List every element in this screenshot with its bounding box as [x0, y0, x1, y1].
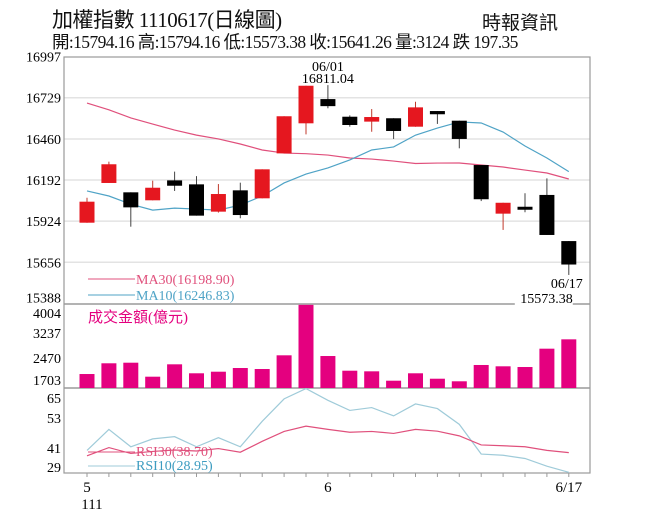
x-tick-label: 6	[324, 480, 332, 496]
ma10-legend: MA10(16246.83)	[136, 289, 235, 304]
volume-tick-label: 2470	[33, 352, 61, 367]
candle-down	[189, 184, 204, 216]
annotation-bg	[514, 292, 573, 305]
candle-up	[495, 202, 511, 214]
price-tick-label: 15656	[26, 256, 61, 271]
candle-up	[101, 164, 117, 183]
candle-down	[451, 120, 467, 139]
candle-up	[254, 169, 270, 199]
rsi30-legend: RSI30(38.70)	[136, 445, 213, 460]
chart-frame	[63, 56, 591, 474]
volume-bar	[123, 362, 139, 388]
price-tick-label: 15388	[26, 291, 61, 306]
ma10-line	[86, 121, 570, 211]
candle-down	[429, 111, 445, 115]
volume-bar	[298, 304, 314, 388]
volume-bar	[342, 370, 358, 388]
volume-bar	[364, 371, 380, 388]
candle-down	[386, 118, 402, 131]
volume-bar	[276, 355, 292, 388]
price-tick-label: 15924	[26, 215, 61, 230]
price-tick-label: 16192	[26, 174, 61, 189]
volume-bar	[189, 373, 204, 388]
volume-tick-label: 1703	[33, 374, 61, 389]
candle-down	[167, 180, 183, 186]
candle-down	[539, 194, 555, 235]
candle-up	[79, 201, 95, 223]
rsi-tick-label: 41	[47, 442, 61, 457]
candle-up	[298, 85, 314, 124]
volume-bar	[517, 367, 533, 388]
candle-down	[342, 116, 358, 126]
annotation-date: 06/17	[551, 277, 583, 292]
candle-down	[320, 99, 336, 107]
candle-up	[210, 194, 226, 212]
volume-bar	[386, 380, 402, 388]
rsi-tick-label: 29	[47, 461, 61, 476]
volume-bar	[429, 378, 445, 388]
volume-tick-label: 3237	[33, 327, 61, 342]
volume-bar	[473, 364, 489, 388]
x-tick-sublabel: 111	[81, 497, 102, 513]
annotation-value: 16811.04	[302, 72, 354, 87]
x-tick-label: 5	[83, 480, 91, 496]
candle-up	[408, 107, 423, 127]
candle-down	[232, 190, 248, 216]
volume-bar	[451, 381, 467, 388]
ma30-legend: MA30(16198.90)	[136, 273, 235, 288]
candle-up	[364, 117, 380, 122]
price-stats: 開:15794.16 高:15794.16 低:15573.38 收:15641…	[52, 32, 518, 52]
volume-bar	[254, 369, 270, 388]
volume-title: 成交金額(億元)	[88, 308, 188, 326]
rsi-tick-label: 65	[47, 392, 61, 407]
candle-down	[561, 241, 577, 265]
candle-down	[123, 192, 139, 208]
price-tick-label: 16460	[26, 133, 61, 148]
volume-bar	[561, 339, 577, 388]
volume-bar	[145, 376, 161, 388]
x-tick-label: 6/17	[555, 480, 582, 496]
rsi10-line	[86, 387, 569, 473]
rsi10-legend: RSI10(28.95)	[136, 459, 213, 474]
candle-up	[276, 116, 292, 154]
rsi30-line	[86, 425, 569, 457]
volume-tick-label: 4004	[33, 307, 61, 322]
volume-bar	[232, 368, 248, 388]
annotation-value: 15573.38	[520, 292, 573, 307]
price-tick-label: 16729	[26, 92, 61, 107]
source-label: 時報資訊	[482, 13, 559, 34]
volume-bar	[101, 363, 117, 388]
candle-up	[145, 187, 161, 201]
volume-bar	[408, 373, 423, 388]
rsi-tick-label: 53	[47, 412, 61, 427]
chart-title: 加權指數 1110617(日線圖)	[52, 8, 282, 32]
volume-bar	[495, 366, 511, 388]
volume-bar	[167, 364, 183, 388]
volume-bar	[79, 374, 95, 388]
price-tick-label: 16997	[26, 51, 61, 66]
volume-bar	[320, 356, 336, 388]
volume-bar	[539, 348, 555, 388]
candle-down	[517, 206, 533, 210]
candle-down	[473, 165, 489, 200]
volume-bar	[210, 371, 226, 388]
annotation-date: 06/01	[312, 60, 344, 75]
